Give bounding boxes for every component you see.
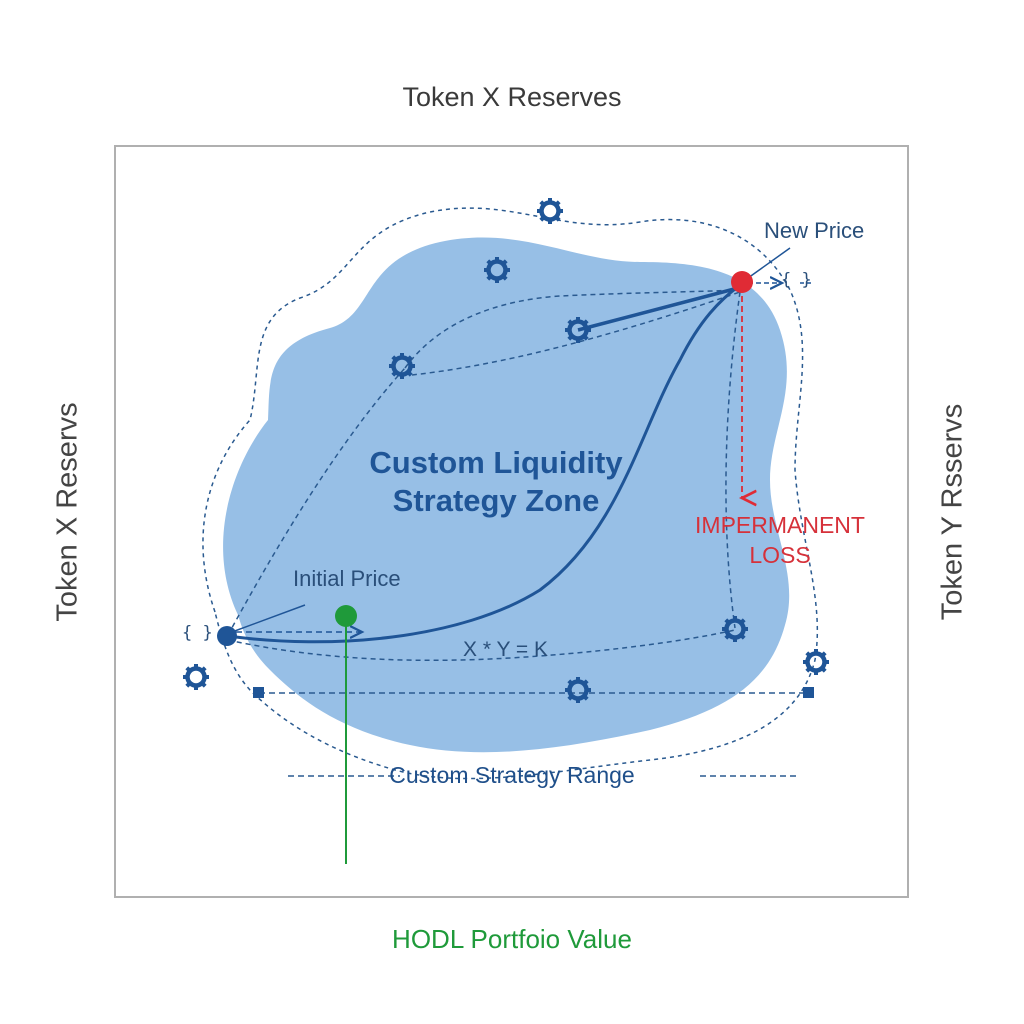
new-price-pointer	[747, 247, 791, 279]
range-label: Custom Strategy Range	[389, 762, 635, 788]
brace-icon: { }	[781, 270, 812, 290]
range-endpoint-icon	[253, 687, 264, 698]
initial-price-label: Initial Price	[293, 566, 401, 591]
gear-icon	[803, 649, 829, 675]
dashed-paths	[227, 289, 741, 662]
formula-label: X * Y = K	[463, 638, 549, 661]
zone-title: Custom Liquidity Strategy Zone	[369, 445, 623, 518]
bottom-axis-label: HODL Portfoio Value	[392, 924, 632, 954]
impermanent-loss-label: IMPERMANENT LOSS	[695, 512, 865, 568]
hodl-marker	[335, 605, 357, 627]
liquidity-zone	[223, 237, 790, 753]
price-link-line	[577, 286, 739, 332]
new-price-label: New Price	[764, 218, 865, 243]
bonding-curve	[227, 283, 741, 644]
gear-icon	[537, 198, 563, 224]
gear-icon	[183, 664, 209, 690]
left-axis-label: Token X Reservs	[51, 402, 84, 622]
new-price-marker	[731, 271, 753, 293]
initial-price-marker	[217, 626, 237, 646]
outer-boundary	[202, 207, 819, 780]
brace-icon: { }	[182, 623, 213, 643]
initial-price-pointer	[231, 604, 306, 633]
range-endpoint-icon	[803, 687, 814, 698]
right-axis-label: Token Y Rsservs	[936, 403, 969, 621]
top-axis-label: Token X Reserves	[402, 82, 622, 112]
plot-frame	[114, 145, 909, 898]
